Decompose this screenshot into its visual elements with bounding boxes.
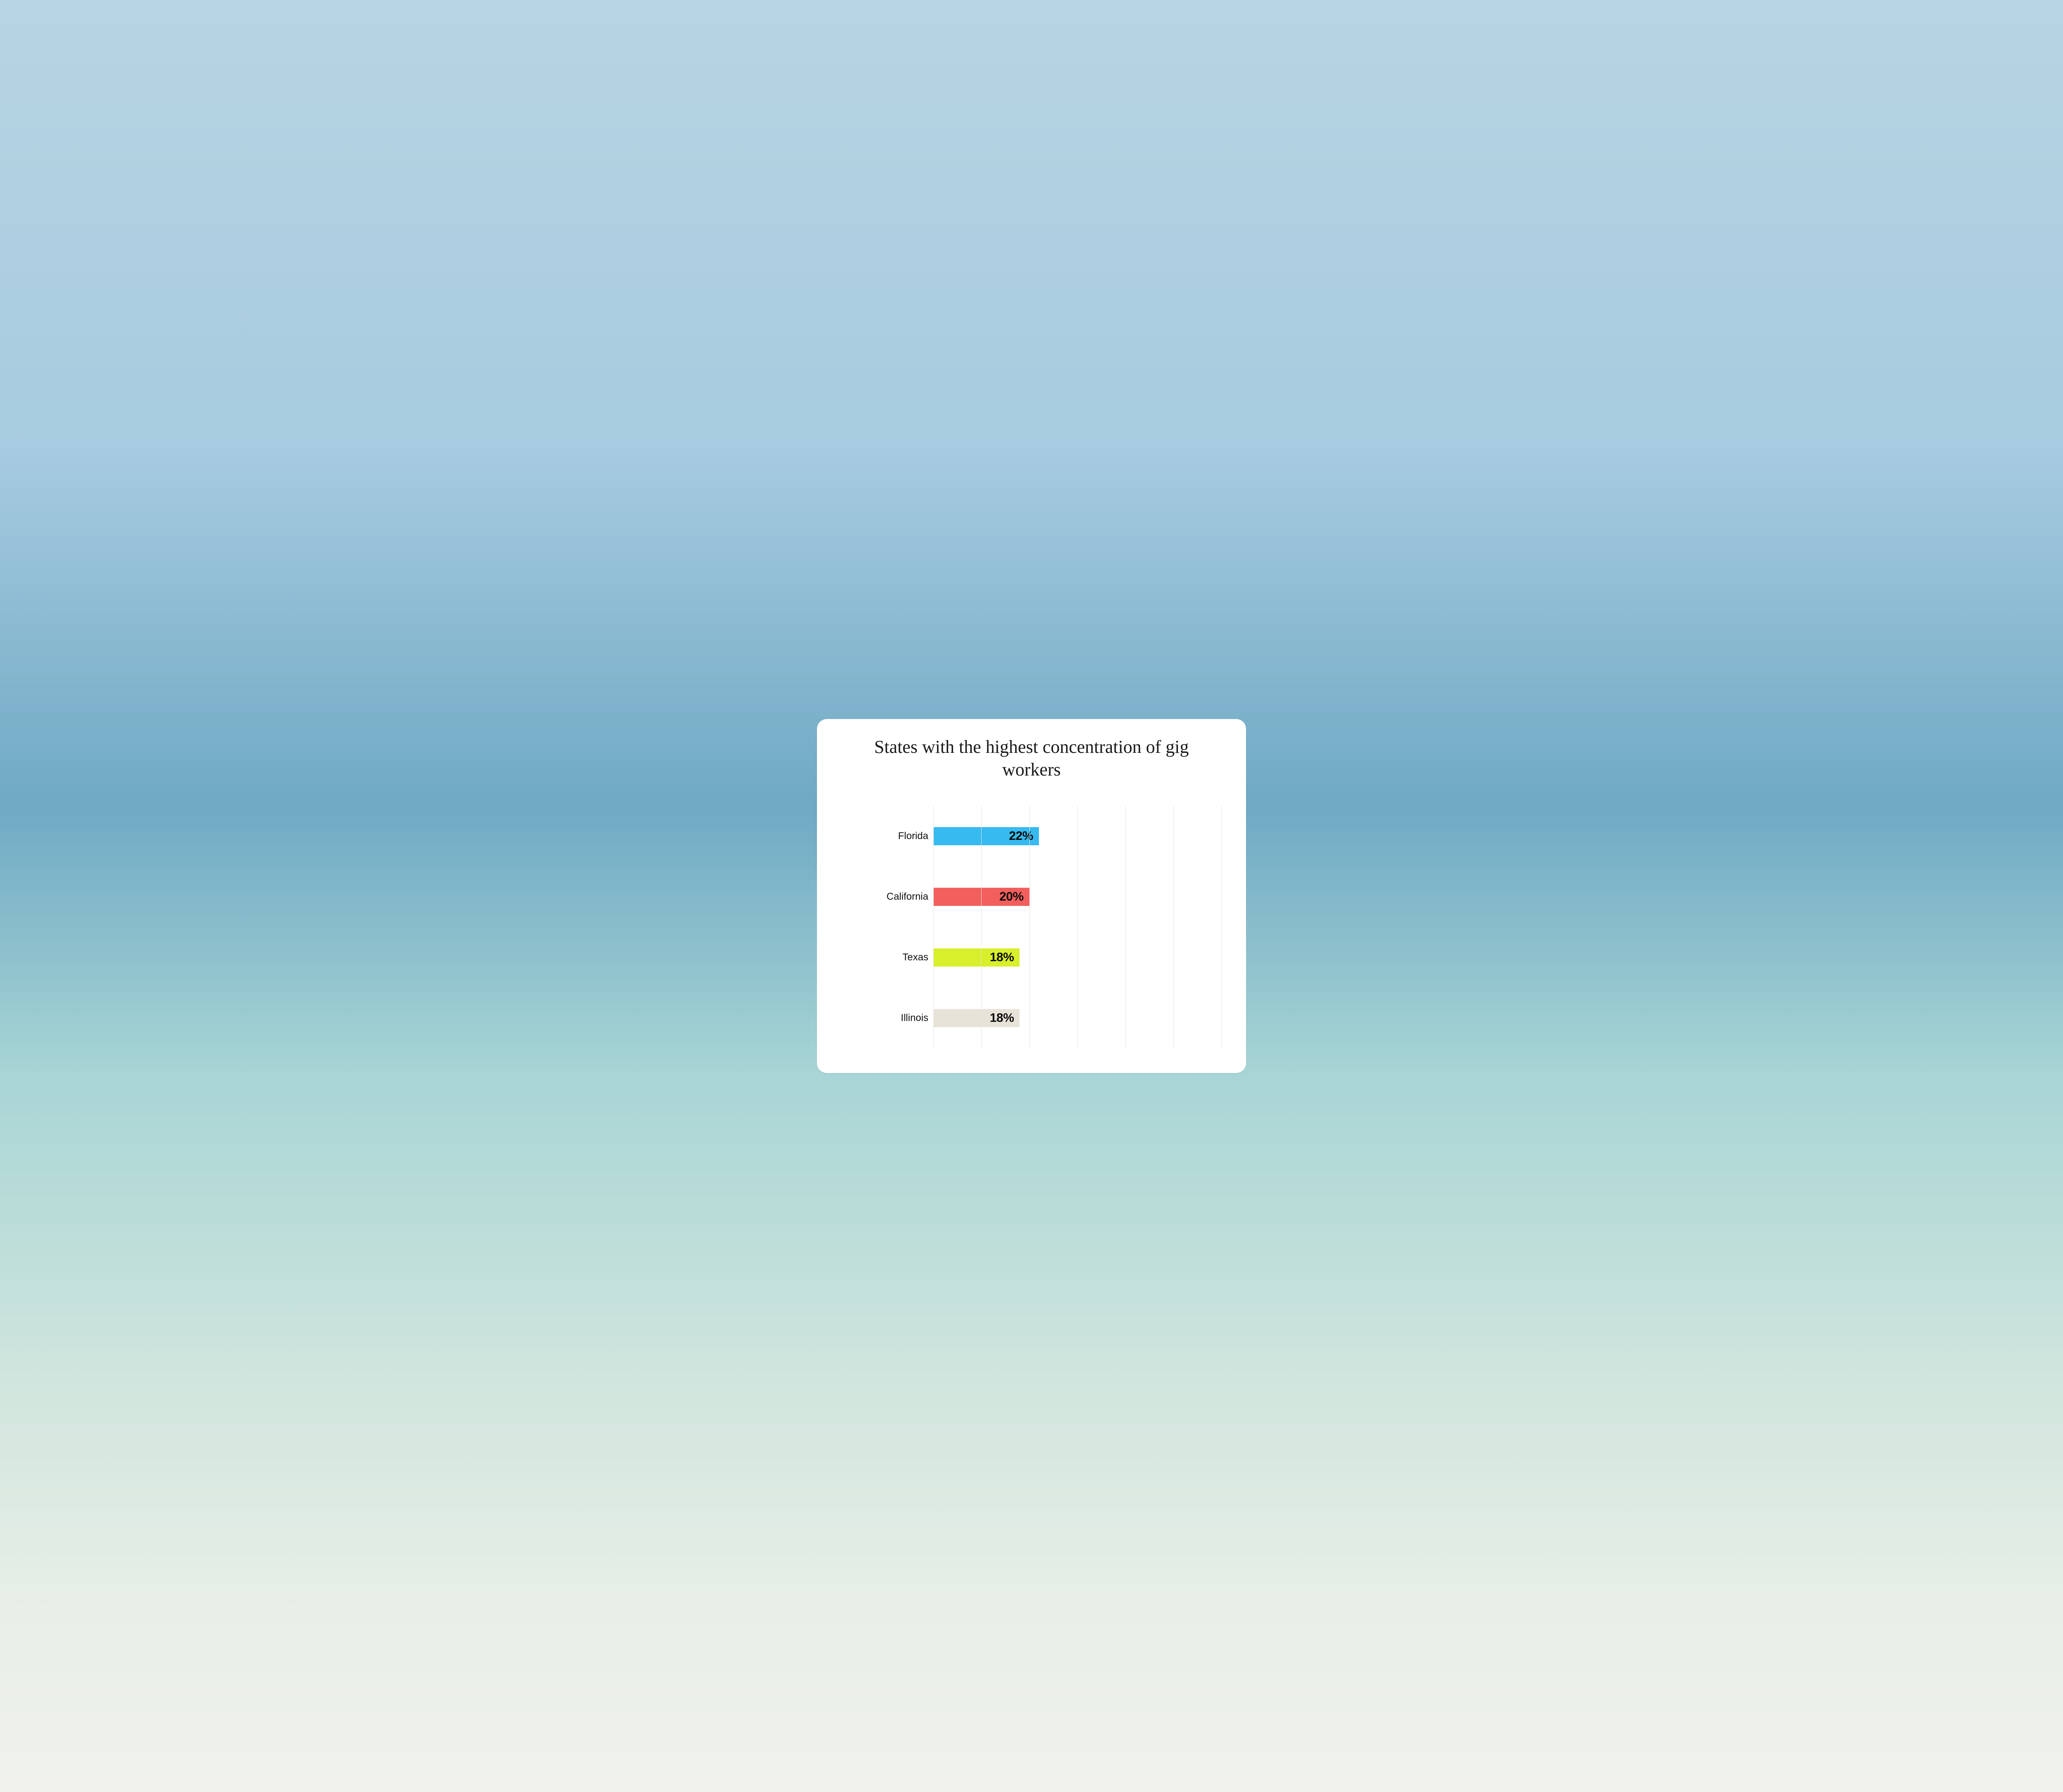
chart-card: States with the highest concentration of… — [817, 719, 1246, 1073]
category-label: California — [842, 888, 928, 906]
gridline — [933, 806, 934, 1048]
bar: 18% — [933, 1009, 1020, 1027]
gridline — [1221, 806, 1222, 1048]
gridline — [1029, 806, 1030, 1048]
bar-value: 20% — [999, 890, 1024, 904]
plot-area: 22% 20% 18% 18% — [933, 806, 1221, 1048]
gridline — [1125, 806, 1126, 1048]
category-label: Florida — [842, 827, 928, 845]
gridline — [981, 806, 982, 1048]
category-label: Texas — [842, 948, 928, 967]
gridline — [1077, 806, 1078, 1048]
bar: 18% — [933, 948, 1020, 967]
chart-title: States with the highest concentration of… — [871, 736, 1192, 781]
gridline — [1173, 806, 1174, 1048]
category-label: Illinois — [842, 1009, 928, 1027]
category-labels: Florida California Texas Illinois — [842, 806, 931, 1048]
bar: 22% — [933, 827, 1039, 845]
chart-area: Florida California Texas Illinois 22% 20% 18%… — [842, 806, 1221, 1048]
bar-value: 18% — [990, 1011, 1014, 1025]
bar-value: 18% — [990, 950, 1014, 964]
